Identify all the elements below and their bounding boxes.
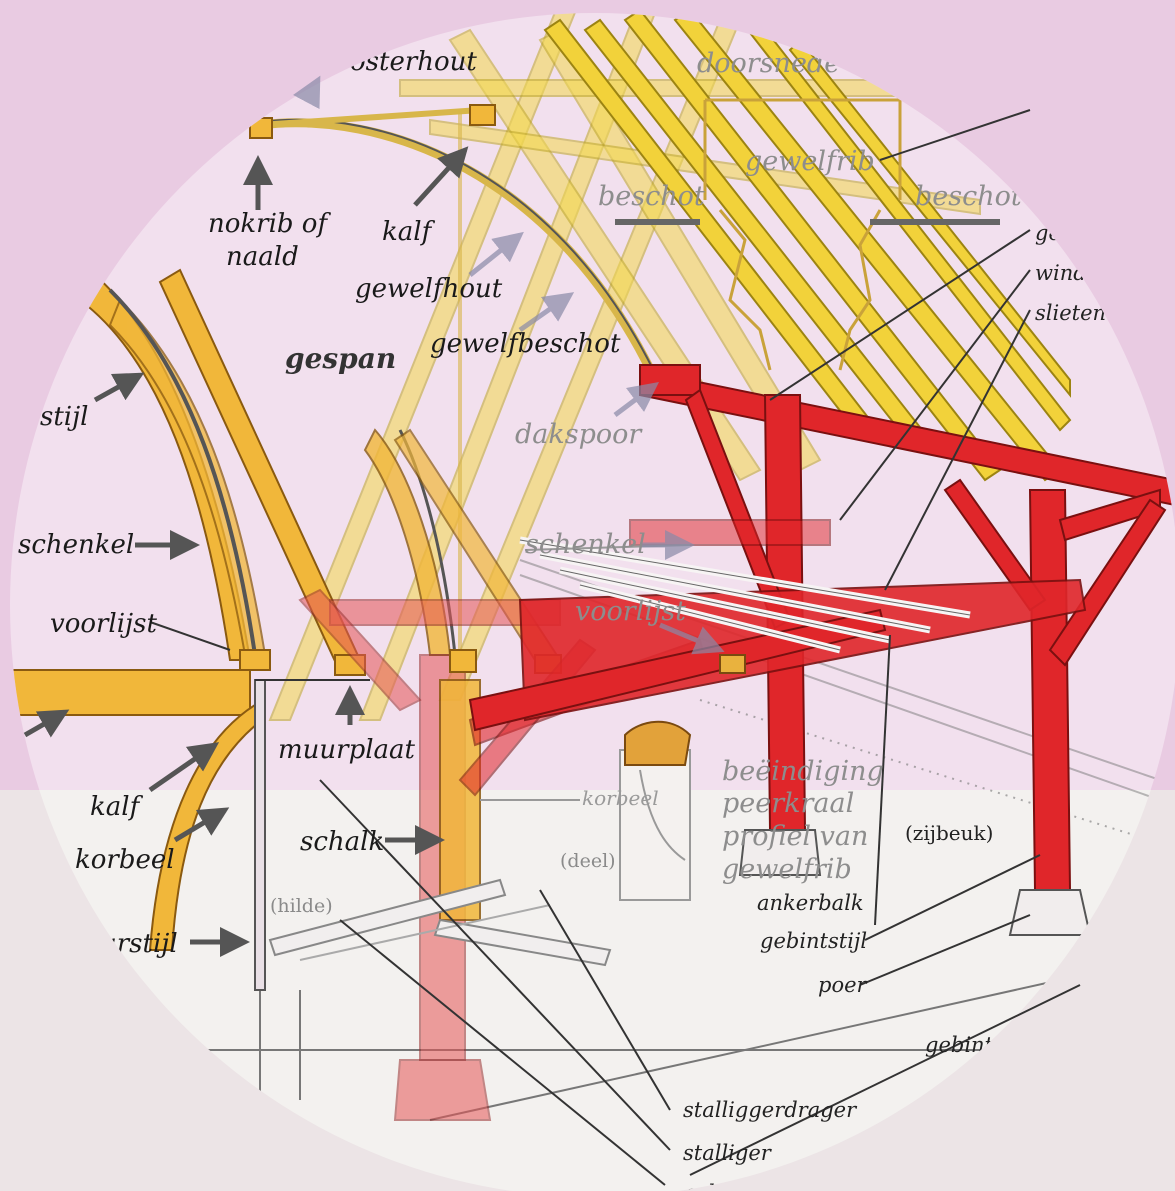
label-gebintstijl: gebintstijl xyxy=(760,929,867,953)
label-beschot-right: beschot xyxy=(915,181,1022,212)
label-voorlijst-mid: voorlijst xyxy=(575,596,686,627)
label-stijl: stijl xyxy=(40,402,88,432)
label-gebint-cut: ge xyxy=(1035,221,1061,245)
label-gewelfrib: gewelfrib xyxy=(745,146,875,177)
label-beschot-left: beschot xyxy=(598,181,705,212)
label-korbeel-left: korbeel xyxy=(75,845,175,875)
label-stalliggerdrager: stalliggerdrager xyxy=(683,1098,858,1122)
label-poer: poer xyxy=(818,973,869,997)
label-voorlijst-left: voorlijst xyxy=(50,609,157,639)
arrows xyxy=(23,75,725,957)
label-windschoor-cut: winds xyxy=(1035,261,1098,285)
label-dakspoor: dakspoor xyxy=(515,419,643,450)
label-muurstijl: urstijl xyxy=(100,929,178,959)
label-nokrib-line2: naald xyxy=(226,242,299,272)
label-muurplaat: muurplaat xyxy=(278,735,416,765)
label-schalk: schalk xyxy=(300,827,384,857)
label-kalf-top: kalf xyxy=(382,217,436,247)
leader-lines xyxy=(149,109,1081,1186)
label-bottom-cut: aal xyxy=(683,1181,715,1191)
labels: osterhout doorsnede gewelfrib beschot be… xyxy=(18,47,1106,1191)
label-slieten: slieten xyxy=(1035,301,1106,325)
label-stalliger: stalliger xyxy=(683,1141,773,1165)
label-zijbeuk: (zijbeuk) xyxy=(905,821,993,845)
label-beeindiging-line2: peerkraal xyxy=(722,788,854,819)
label-ankerbalk: ankerbalk xyxy=(757,891,864,915)
label-hilde: (hilde) xyxy=(270,895,333,917)
label-gespan: gespan xyxy=(285,342,396,375)
label-gebintstijl-cut: gebintst xyxy=(925,1033,1013,1057)
label-kloosterhout: osterhout xyxy=(350,47,477,77)
rib-profile-outline xyxy=(615,98,1000,371)
label-deel: (deel) xyxy=(560,850,616,872)
right-red-frame xyxy=(468,364,1175,936)
label-beeindiging-line4: gewelfrib xyxy=(722,854,852,885)
label-doorsnede: doorsnede xyxy=(697,48,840,79)
label-beeindiging-line3: profiel van xyxy=(722,821,868,852)
label-kalf-bottom: kalf xyxy=(90,792,144,822)
label-schenkel-left: schenkel xyxy=(18,530,134,560)
left-frame xyxy=(10,268,370,991)
detail-sketch xyxy=(619,720,692,901)
arch-gewelfhout xyxy=(249,104,665,650)
drawing xyxy=(10,13,1175,1121)
stall-beams xyxy=(268,878,612,967)
label-nokrib-line1: nokrib of xyxy=(208,209,331,239)
label-gewelfhout: gewelfhout xyxy=(355,274,503,304)
label-korbeel-mid: korbeel xyxy=(582,786,659,810)
label-gewelfbeschot: gewelfbeschot xyxy=(430,329,621,359)
label-beeindiging-line1: beëindiging xyxy=(722,756,884,787)
label-schenkel-mid: schenkel xyxy=(525,529,646,560)
